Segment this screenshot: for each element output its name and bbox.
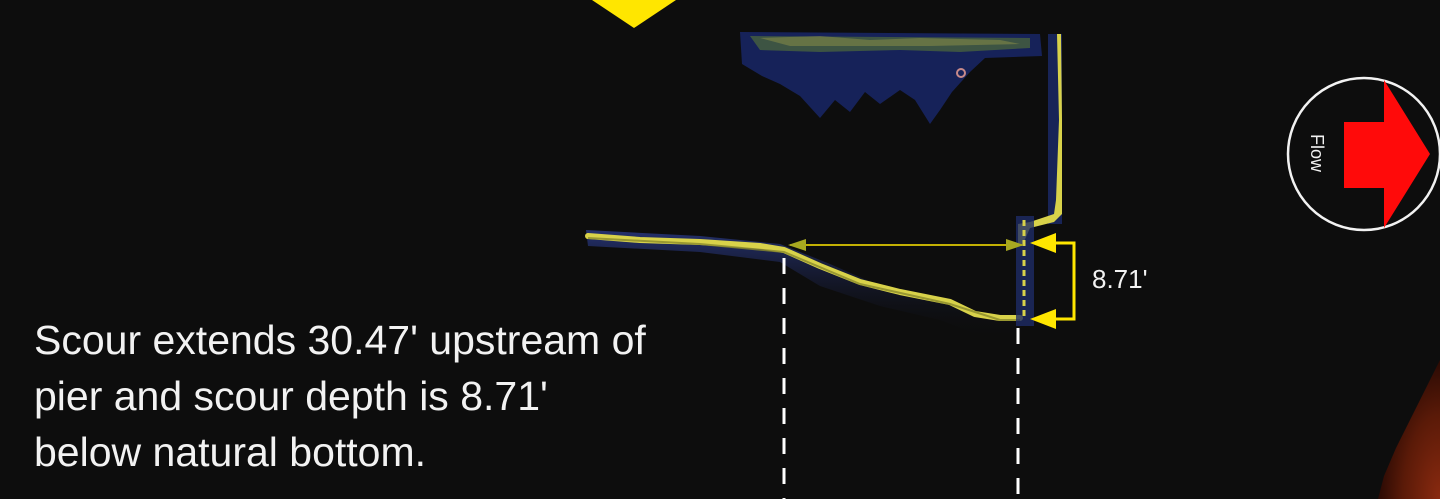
flow-label: Flow xyxy=(1307,134,1327,173)
pier-face xyxy=(1018,34,1062,246)
flow-arrow-icon xyxy=(1344,80,1430,228)
sonar-target-dot xyxy=(956,68,966,78)
right-arrowhead-icon xyxy=(1006,239,1024,251)
sonar-hotspot xyxy=(1378,360,1440,499)
depth-label: 8.71' xyxy=(1092,264,1148,294)
guide-lines xyxy=(782,258,1020,499)
bed-profile xyxy=(585,216,1034,340)
caption-line-3: below natural bottom. xyxy=(34,429,427,475)
bottom-arrowhead-icon xyxy=(1030,309,1056,329)
scour-extent-dimension xyxy=(788,239,1024,251)
caption-line-1: Scour extends 30.47' upstream of xyxy=(34,317,646,363)
position-marker-icon xyxy=(592,0,676,28)
flow-indicator: Flow xyxy=(1286,76,1440,232)
scour-caption: Scour extends 30.47' upstream of pier an… xyxy=(34,312,774,480)
scour-depth-bracket: 8.71' xyxy=(1030,233,1148,329)
sonar-surface-returns xyxy=(740,32,1042,124)
left-arrowhead-icon xyxy=(788,239,806,251)
top-arrowhead-icon xyxy=(1030,233,1056,253)
caption-line-2: pier and scour depth is 8.71' xyxy=(34,373,548,419)
